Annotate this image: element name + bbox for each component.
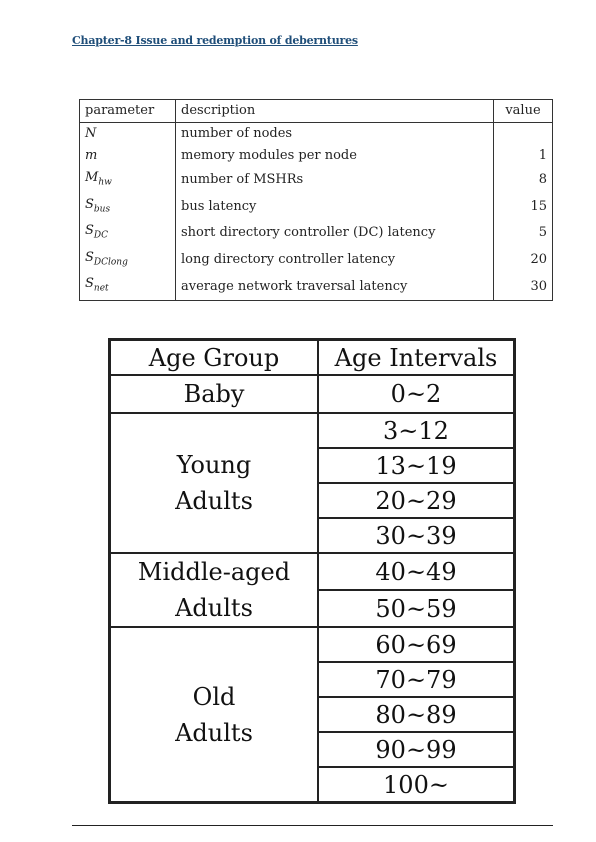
parameter-symbol-base: m bbox=[85, 148, 98, 163]
parameter-symbol: Snet bbox=[79, 273, 176, 301]
age-group-cell: Baby bbox=[108, 374, 319, 414]
age-interval-cell: 100~ bbox=[317, 766, 516, 804]
parameter-description: long directory controller latency bbox=[175, 246, 494, 274]
parameter-symbol-subscript: DClong bbox=[93, 257, 128, 268]
age-interval-cell: 40~49 bbox=[317, 552, 516, 591]
parameter-symbol: SDC bbox=[79, 220, 176, 247]
age-interval-cell: 80~89 bbox=[317, 696, 516, 733]
age-row: Middle-aged Adults 40~49 bbox=[108, 552, 516, 628]
age-row: 80~89 bbox=[110, 696, 516, 733]
age-group-label-line: Young bbox=[176, 451, 252, 479]
chapter-title-link[interactable]: Chapter-8 Issue and redemption of debern… bbox=[72, 34, 358, 47]
parameter-value: 15 bbox=[530, 198, 547, 214]
parameter-symbol-base: S bbox=[85, 196, 94, 212]
age-row: 13~19 bbox=[110, 447, 516, 484]
age-interval-cell: 3~12 bbox=[317, 412, 516, 449]
age-row: 100~ bbox=[110, 766, 516, 804]
age-interval-cell: 20~29 bbox=[317, 482, 516, 519]
parameter-symbol-base: S bbox=[85, 249, 94, 265]
parameter-symbol-subscript: hw bbox=[98, 177, 112, 188]
parameter-value: 20 bbox=[530, 252, 547, 268]
age-interval-cell: 30~39 bbox=[317, 517, 516, 554]
parameter-description: short directory controller (DC) latency bbox=[175, 220, 494, 247]
parameter-symbol-base: M bbox=[85, 170, 99, 185]
parameter-row: Mhw number of MSHRs 8 bbox=[79, 167, 553, 194]
age-group-label-line: Adults bbox=[175, 594, 253, 622]
age-row: Old Adults 60~69 bbox=[108, 626, 516, 804]
parameter-symbol: Sbus bbox=[79, 193, 176, 221]
header-parameter: parameter bbox=[79, 99, 176, 123]
parameter-value: 1 bbox=[538, 148, 547, 163]
header-age-group: Age Group bbox=[108, 338, 319, 376]
age-group-label-line: Middle-aged bbox=[137, 558, 291, 586]
parameter-description: average network traversal latency bbox=[175, 273, 494, 301]
age-row: 50~59 bbox=[110, 589, 516, 628]
parameter-symbol-subscript: net bbox=[93, 283, 109, 294]
parameters-table-header: parameter description value bbox=[79, 99, 553, 123]
header-value: value bbox=[493, 99, 553, 123]
parameter-symbol-base: S bbox=[85, 223, 94, 239]
parameter-symbol: Mhw bbox=[79, 167, 176, 194]
parameter-description: number of MSHRs bbox=[175, 167, 494, 194]
age-group-cell: Young Adults bbox=[108, 412, 319, 554]
age-row: 20~29 bbox=[110, 482, 516, 519]
age-group-label-line: Adults bbox=[175, 487, 253, 515]
age-row: 70~79 bbox=[110, 661, 516, 698]
footer-divider bbox=[72, 825, 553, 826]
parameter-row: SDClong long directory controller latency… bbox=[79, 246, 553, 274]
age-row: Young Adults 3~12 bbox=[108, 412, 516, 554]
parameter-symbol: N bbox=[79, 122, 176, 145]
parameter-symbol-subscript: DC bbox=[93, 230, 109, 241]
parameter-row: Sbus bus latency 15 bbox=[79, 193, 553, 221]
header-description: description bbox=[175, 99, 494, 123]
parameter-symbol-subscript: bus bbox=[93, 204, 111, 215]
header-age-intervals: Age Intervals bbox=[317, 338, 516, 376]
parameter-row: m memory modules per node 1 bbox=[79, 145, 553, 167]
age-row: 90~99 bbox=[110, 731, 516, 768]
parameter-description: number of nodes bbox=[175, 122, 494, 145]
parameter-symbol-base: S bbox=[85, 276, 94, 292]
age-interval-cell: 13~19 bbox=[317, 447, 516, 484]
age-group-label-line: Adults bbox=[175, 718, 253, 747]
age-row: Baby 0~2 bbox=[108, 374, 516, 414]
parameter-symbol: SDClong bbox=[79, 246, 176, 274]
age-interval-cell: 90~99 bbox=[317, 731, 516, 768]
age-row: 30~39 bbox=[110, 517, 516, 554]
age-interval-cell: 70~79 bbox=[317, 661, 516, 698]
age-table-header: Age Group Age Intervals bbox=[108, 338, 516, 376]
parameter-value: 5 bbox=[538, 225, 547, 241]
parameter-row: SDC short directory controller (DC) laten… bbox=[79, 220, 553, 247]
age-interval-cell: 0~2 bbox=[317, 374, 516, 414]
parameter-symbol-base: N bbox=[85, 126, 97, 141]
age-group-label-line: Baby bbox=[183, 380, 245, 408]
parameter-value: 8 bbox=[538, 172, 547, 188]
parameter-symbol: m bbox=[79, 145, 176, 167]
age-group-cell: Middle-aged Adults bbox=[108, 552, 319, 628]
age-groups-table: Age Group Age Intervals Baby 0~2 Young Adul… bbox=[108, 338, 516, 804]
age-interval-cell: 60~69 bbox=[317, 626, 516, 663]
age-group-label-line: Old bbox=[192, 682, 236, 711]
age-group-cell: Old Adults bbox=[108, 626, 319, 804]
parameter-description: memory modules per node bbox=[175, 145, 494, 167]
parameter-value bbox=[494, 123, 553, 146]
parameter-value: 30 bbox=[530, 278, 547, 294]
parameter-description: bus latency bbox=[175, 193, 494, 221]
age-interval-cell: 50~59 bbox=[317, 589, 516, 628]
parameter-row: Snet average network traversal latency 30 bbox=[79, 273, 553, 301]
